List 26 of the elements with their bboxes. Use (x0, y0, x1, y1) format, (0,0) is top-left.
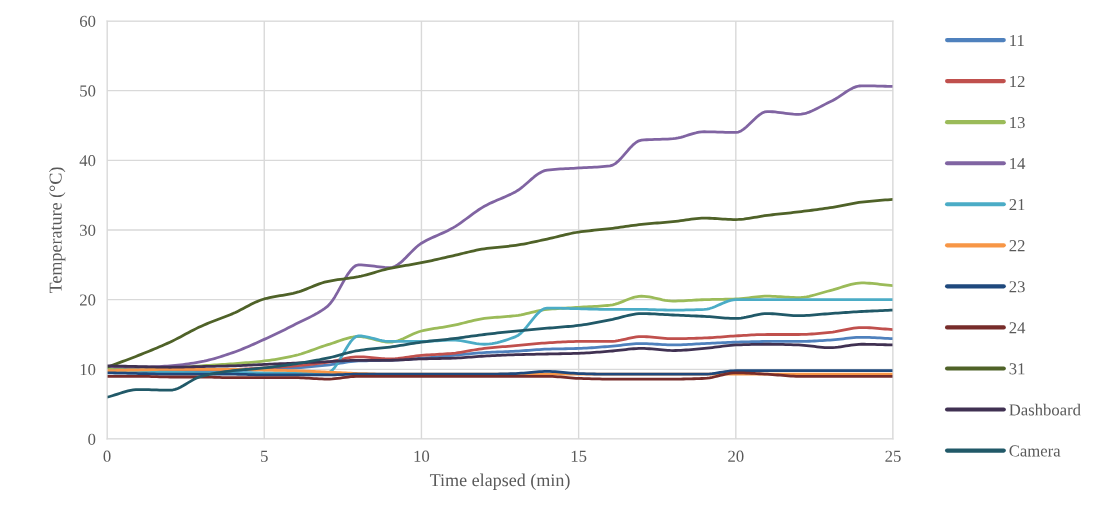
legend-label: 13 (1010, 116, 1025, 129)
y-tick-label: 30 (80, 224, 96, 236)
legend-label: 11 (1010, 34, 1024, 46)
legend-label: 12 (1010, 75, 1025, 87)
legend-label: 14 (1010, 158, 1026, 170)
legend-label: 24 (1009, 322, 1026, 334)
legend-label: 31 (1009, 363, 1025, 375)
y-axis-title: Temperature (°C) (49, 167, 66, 294)
x-tick-label: 15 (571, 450, 587, 462)
y-tick-label: 20 (80, 294, 96, 306)
x-tick-label: 10 (414, 450, 430, 462)
legend-label: 23 (1009, 281, 1025, 293)
x-tick-label: 5 (261, 450, 268, 462)
legend-label: 21 (1009, 199, 1025, 211)
y-tick-label: 0 (88, 433, 96, 445)
y-tick-label: 10 (80, 364, 96, 376)
x-tick-label: 25 (885, 450, 901, 462)
y-tick-label: 60 (79, 15, 96, 27)
x-tick-label: 0 (103, 450, 111, 462)
y-tick-label: 50 (80, 85, 96, 97)
x-tick-label: 20 (728, 450, 744, 462)
legend-label: 22 (1009, 240, 1025, 252)
y-tick-label: 40 (79, 155, 96, 167)
legend-label: Dashboard (1009, 403, 1081, 416)
legend-label: Camera (1009, 445, 1061, 457)
x-axis-title: Time elapsed (min) (429, 473, 570, 490)
